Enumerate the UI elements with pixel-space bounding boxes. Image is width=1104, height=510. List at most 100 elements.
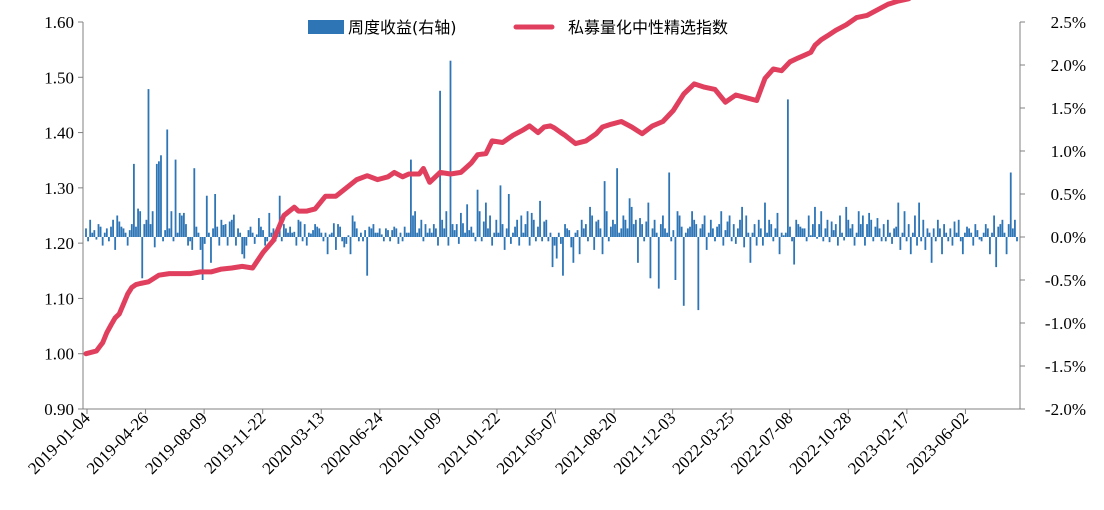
weekly-return-bar xyxy=(416,232,419,237)
left-tick-label: 1.30 xyxy=(44,179,74,198)
weekly-return-bar xyxy=(949,228,952,237)
weekly-return-bar xyxy=(641,224,644,237)
weekly-return-bar xyxy=(861,215,864,237)
weekly-return-bar xyxy=(499,185,502,237)
weekly-return-bar xyxy=(753,224,756,237)
weekly-return-bar xyxy=(310,233,312,237)
weekly-return-bar xyxy=(957,219,960,237)
x-tick-label: 2021-08-20 xyxy=(551,408,621,478)
weekly-return-bar xyxy=(745,215,748,237)
weekly-return-bar xyxy=(99,226,102,237)
weekly-return-bar xyxy=(172,237,175,242)
weekly-return-bar xyxy=(482,221,485,237)
weekly-return-bar xyxy=(747,232,750,237)
weekly-return-bar xyxy=(595,221,598,237)
weekly-return-bar xyxy=(335,237,337,250)
weekly-return-bar xyxy=(897,202,900,237)
weekly-return-bar xyxy=(343,237,346,248)
weekly-return-bar xyxy=(445,211,448,237)
weekly-return-bar xyxy=(943,224,946,237)
weekly-return-bar xyxy=(791,237,793,242)
weekly-return-bar xyxy=(784,232,787,237)
weekly-return-bar xyxy=(572,237,575,263)
weekly-return-bar xyxy=(824,228,827,237)
weekly-return-bar xyxy=(207,232,210,237)
weekly-return-bar xyxy=(457,237,460,244)
weekly-return-bar xyxy=(195,226,198,237)
x-tick-label: 2020-03-13 xyxy=(259,408,329,478)
weekly-return-bar xyxy=(568,230,571,237)
right-y-axis: -2.0% -1.5% -1.0% -0.5% 0.0% 0.5% 1.0% 1.5% 2.0%… xyxy=(1020,13,1086,419)
weekly-return-bar xyxy=(909,237,912,255)
weekly-return-bar xyxy=(689,226,691,237)
weekly-return-bar xyxy=(282,224,285,237)
weekly-return-bar xyxy=(391,230,394,237)
weekly-return-bar xyxy=(191,237,194,250)
weekly-return-bar xyxy=(93,230,96,237)
weekly-return-bar xyxy=(757,219,760,237)
weekly-return-bar xyxy=(959,237,962,242)
weekly-return-bar xyxy=(709,219,712,237)
weekly-return-bar xyxy=(997,226,1000,237)
weekly-return-bar xyxy=(239,232,242,237)
weekly-return-bar xyxy=(895,226,898,237)
weekly-return-bar xyxy=(597,219,600,237)
weekly-return-bar xyxy=(601,237,604,255)
weekly-return-bar xyxy=(870,219,873,237)
weekly-return-bar xyxy=(647,202,650,237)
left-tick-label: 1.40 xyxy=(44,124,74,143)
weekly-return-bar xyxy=(730,237,733,242)
weekly-return-bar xyxy=(868,212,871,237)
weekly-return-bar xyxy=(441,219,444,237)
weekly-return-bar xyxy=(657,237,660,289)
weekly-return-bar xyxy=(495,219,498,237)
weekly-return-bar xyxy=(1009,172,1012,237)
weekly-return-bar xyxy=(120,226,123,237)
weekly-return-bar xyxy=(693,219,696,237)
weekly-return-bar xyxy=(199,237,202,250)
weekly-return-bar xyxy=(251,232,254,237)
weekly-return-bar xyxy=(224,224,227,237)
index-line xyxy=(83,0,912,357)
weekly-return-bar xyxy=(1001,219,1004,237)
weekly-return-bar xyxy=(439,90,441,237)
weekly-return-bar xyxy=(480,237,483,242)
weekly-return-bar xyxy=(332,223,335,237)
weekly-return-bar xyxy=(901,232,904,237)
weekly-return-bar xyxy=(737,228,739,237)
weekly-return-bar xyxy=(368,226,371,237)
weekly-return-bar xyxy=(393,226,396,237)
weekly-return-bar xyxy=(859,224,862,237)
weekly-return-bar xyxy=(287,232,289,237)
weekly-return-bar xyxy=(237,228,239,237)
weekly-return-bar xyxy=(591,215,594,237)
weekly-return-bar xyxy=(961,237,964,255)
x-tick-label: 2022-03-25 xyxy=(668,408,738,478)
weekly-return-bar xyxy=(143,224,146,237)
weekly-return-bar xyxy=(947,237,950,242)
weekly-return-bar xyxy=(778,237,781,255)
weekly-return-bar xyxy=(755,237,758,246)
weekly-return-bar xyxy=(562,237,564,276)
right-tick-label: -2.0% xyxy=(1045,400,1086,419)
weekly-return-bar xyxy=(320,232,323,237)
weekly-return-bar xyxy=(426,232,429,237)
weekly-return-bar xyxy=(547,237,550,242)
weekly-return-bar xyxy=(103,232,106,237)
weekly-return-bar xyxy=(505,228,508,237)
weekly-return-bar xyxy=(666,232,668,237)
weekly-return-bar xyxy=(110,226,112,237)
weekly-return-bar xyxy=(312,230,314,237)
weekly-return-bar xyxy=(524,224,527,237)
weekly-return-bar xyxy=(476,189,479,237)
legend: 周度收益(右轴) 私募量化中性精选指数 xyxy=(308,18,728,37)
weekly-return-bar xyxy=(866,224,868,237)
weekly-return-bar xyxy=(899,237,902,250)
weekly-return-bar xyxy=(841,232,843,237)
weekly-return-bar xyxy=(345,237,348,244)
weekly-return-bar xyxy=(814,206,816,237)
right-tick-label: 2.0% xyxy=(1051,56,1086,75)
weekly-return-bar xyxy=(637,237,639,263)
weekly-return-bar xyxy=(268,212,271,237)
weekly-return-bar xyxy=(918,202,921,237)
